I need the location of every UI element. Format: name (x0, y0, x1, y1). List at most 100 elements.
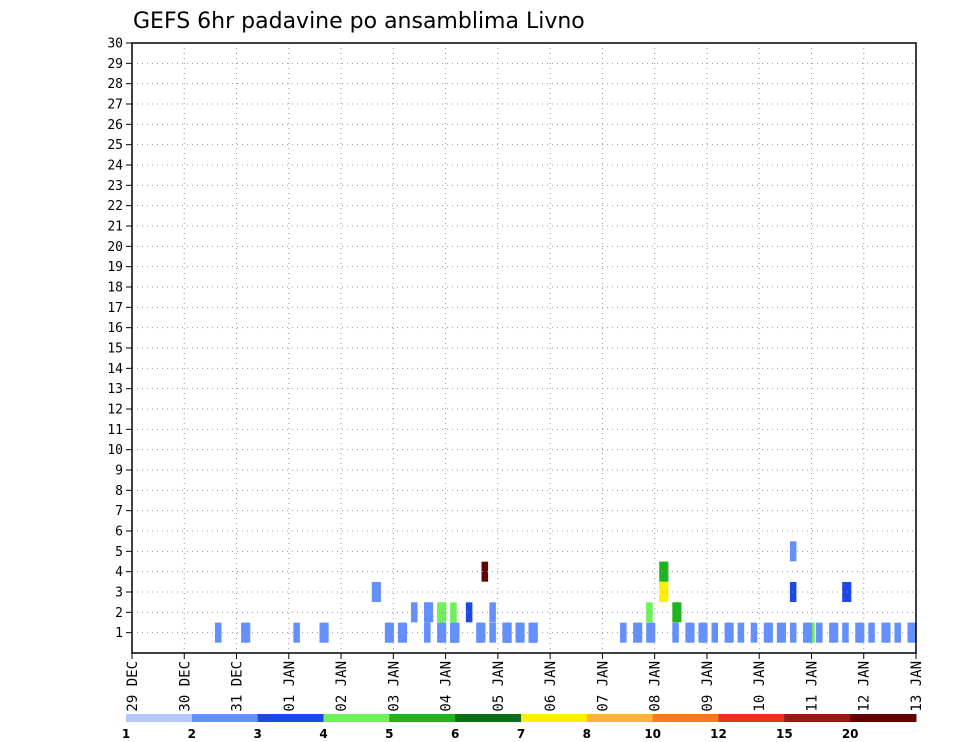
heatmap-cell (661, 561, 669, 582)
x-tick-label: 12 JAN (857, 661, 873, 712)
heatmap-cell (727, 622, 734, 643)
legend-swatch (191, 714, 259, 722)
legend-label: 2 (188, 727, 196, 741)
heatmap-cell (646, 602, 653, 623)
legend-label: 7 (517, 727, 525, 741)
heatmap-cell (465, 602, 473, 623)
x-axis-ticks: 29 DEC 30 DEC 31 DEC 01 JAN 02 JAN 03 JAN 04 J… (125, 653, 925, 712)
y-tick-label: 10 (107, 443, 123, 458)
y-tick-label: 1 (115, 626, 123, 641)
y-tick-label: 13 (107, 382, 123, 397)
heatmap-cell (711, 622, 719, 643)
legend-swatch (850, 714, 917, 722)
legend-label: 10 (644, 727, 661, 741)
heatmap-cell (214, 622, 222, 643)
x-tick-label: 08 JAN (648, 661, 664, 712)
heatmap-cell (701, 622, 708, 643)
x-tick-label: 03 JAN (386, 661, 402, 712)
heatmap-cell (452, 622, 460, 643)
legend-label: 15 (776, 727, 793, 741)
y-tick-label: 5 (115, 545, 123, 560)
color-legend: 1 2 3 4 5 6 7 8 10 12 15 20 (122, 714, 917, 741)
y-tick-label: 6 (115, 525, 123, 540)
x-tick-label: 09 JAN (700, 661, 716, 712)
heatmap-cell (505, 622, 512, 643)
y-tick-label: 7 (115, 504, 123, 519)
heatmap-cell (674, 602, 682, 623)
x-tick-label: 13 JAN (909, 661, 925, 712)
x-tick-label: 10 JAN (752, 661, 768, 712)
legend-label: 1 (122, 727, 130, 741)
heatmap-cell (805, 622, 813, 643)
legend-label: 5 (385, 727, 393, 741)
heatmap-cell (844, 582, 852, 602)
y-tick-label: 23 (107, 179, 123, 194)
heatmap-cell (322, 622, 329, 643)
heatmap-cell (842, 622, 849, 643)
y-tick-label: 19 (107, 260, 123, 275)
x-tick-label: 04 JAN (439, 661, 455, 712)
y-axis-ticks: 1234567891011121314151617181920212223242… (107, 37, 132, 641)
plot-frame (131, 42, 917, 654)
y-tick-label: 30 (107, 37, 123, 52)
heatmap-cell (816, 622, 823, 643)
y-tick-label: 25 (107, 138, 123, 153)
heatmap-cell (293, 622, 300, 643)
legend-label: 12 (710, 727, 727, 741)
heatmap-cell (531, 622, 538, 643)
heatmap-cell (450, 602, 457, 623)
x-tick-label: 02 JAN (334, 661, 350, 712)
heatmap-cell (410, 602, 418, 623)
y-tick-label: 8 (115, 484, 123, 499)
y-tick-label: 18 (107, 281, 123, 296)
y-tick-label: 22 (107, 199, 123, 214)
y-tick-label: 20 (107, 240, 123, 255)
y-tick-label: 26 (107, 118, 123, 133)
legend-swatch (521, 714, 588, 722)
y-tick-label: 16 (107, 321, 123, 336)
legend-swatch (389, 714, 456, 722)
heatmap-cell (789, 622, 797, 643)
heatmap-cell (387, 622, 394, 643)
heatmap-cell (910, 622, 917, 643)
heatmap-cell (426, 602, 434, 623)
heatmap-cell (789, 582, 797, 602)
legend-label: 3 (253, 727, 261, 741)
heatmap-cell (789, 541, 797, 562)
heatmap-cell (243, 622, 251, 643)
legend-label: 8 (583, 727, 591, 741)
legend-swatch (784, 714, 851, 722)
x-tick-label: 01 JAN (282, 661, 298, 712)
legend-label: 20 (842, 727, 859, 741)
legend-swatch (323, 714, 390, 722)
legend-label: 6 (451, 727, 459, 741)
heatmap-cell (518, 622, 525, 643)
heatmap-cell (750, 622, 758, 643)
heatmap-cell (857, 622, 865, 643)
heatmap-cell (737, 622, 745, 643)
legend-swatch (257, 714, 324, 722)
y-tick-label: 29 (107, 57, 123, 72)
x-tick-label: 30 DEC (177, 661, 193, 712)
y-tick-label: 4 (115, 565, 123, 580)
legend-swatch (126, 714, 193, 722)
y-tick-label: 24 (107, 159, 123, 174)
heatmap-cell (766, 622, 773, 643)
y-tick-label: 21 (107, 220, 123, 235)
y-tick-label: 15 (107, 342, 123, 357)
heatmap-cells (214, 541, 917, 643)
legend-swatch (652, 714, 719, 722)
y-tick-label: 27 (107, 98, 123, 113)
y-tick-label: 14 (107, 362, 123, 377)
y-tick-label: 28 (107, 77, 123, 92)
x-tick-label: 05 JAN (491, 661, 507, 712)
chart-title: GEFS 6hr padavine po ansamblima Livno (133, 9, 585, 34)
legend-swatch (586, 714, 654, 722)
heatmap-cell (672, 622, 679, 643)
legend-label: 4 (319, 727, 327, 741)
x-tick-label: 11 JAN (804, 661, 820, 712)
x-tick-label: 29 DEC (125, 661, 141, 712)
y-tick-label: 12 (107, 403, 123, 418)
y-tick-label: 3 (115, 586, 123, 601)
